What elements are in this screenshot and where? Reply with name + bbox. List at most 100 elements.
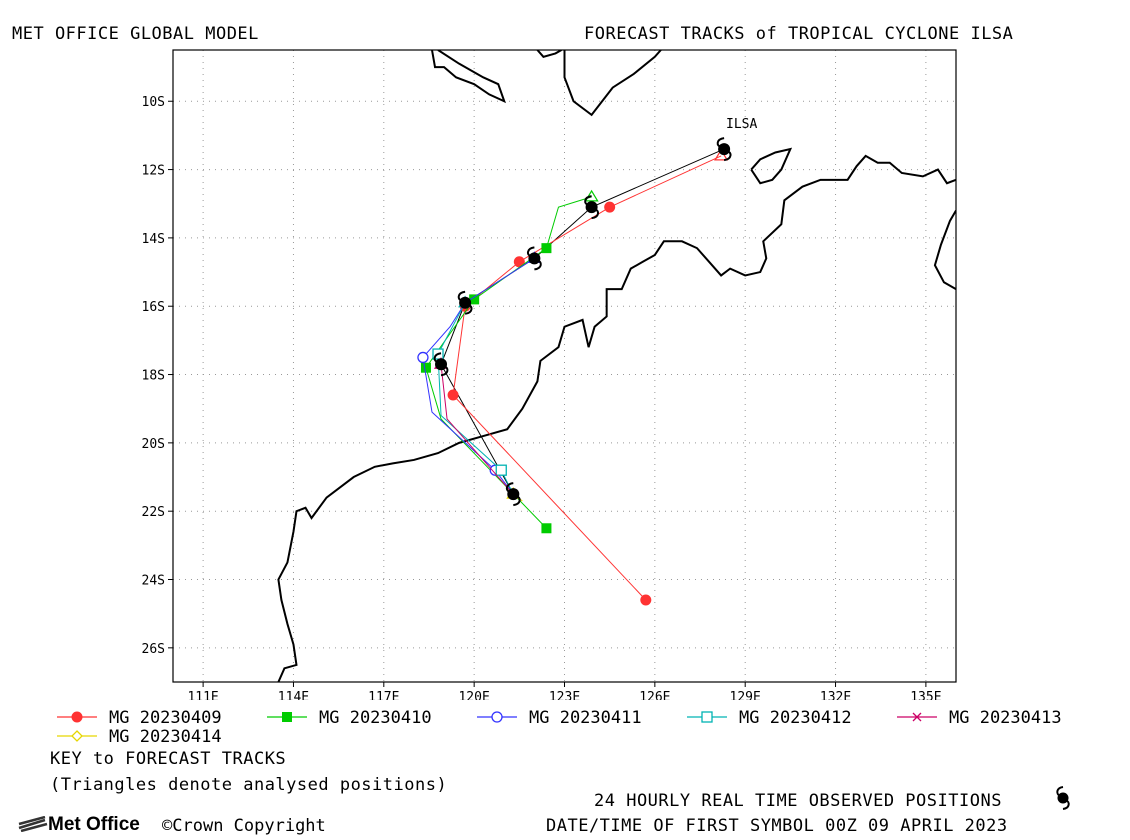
legend-marker <box>71 730 83 742</box>
series-line <box>425 196 592 529</box>
storm-label: ILSA <box>726 117 757 132</box>
legend-marker <box>282 712 292 722</box>
cyclone-eye <box>718 143 731 156</box>
x-tick-label: 123E <box>549 690 580 700</box>
y-tick-label: 10S <box>142 95 165 110</box>
coastline-segment <box>750 147 793 185</box>
cyclone-arm <box>464 303 473 315</box>
met-office-logo-text: Met Office <box>48 814 140 835</box>
analysed-position-marker <box>584 189 599 202</box>
legend-marker <box>701 711 713 723</box>
x-tick-label: 114E <box>278 690 309 700</box>
y-tick-label: 16S <box>142 300 165 315</box>
cyclone-eye <box>435 358 448 371</box>
coastline <box>277 50 956 682</box>
plot-frame <box>172 49 957 683</box>
forecast-point-marker <box>420 362 431 373</box>
cyclone-arm <box>591 208 599 220</box>
observed-position-marker <box>527 246 542 271</box>
legend-swatch <box>57 730 97 742</box>
met-office-logo-icon <box>18 815 48 833</box>
x-tick-label: 129E <box>730 690 761 700</box>
copyright-icon: © <box>162 816 173 836</box>
cyclone-eye <box>507 488 520 501</box>
series-line <box>452 155 722 601</box>
legend-item: MG 20230414 <box>55 727 222 747</box>
forecast-point-marker <box>604 201 616 213</box>
y-tick-label: 24S <box>142 574 165 589</box>
model-title: MET OFFICE GLOBAL MODEL <box>12 24 259 44</box>
series-3 <box>432 295 514 495</box>
y-tick-label: 26S <box>142 642 165 657</box>
legend-label: MG 20230413 <box>949 708 1062 728</box>
legend-swatch <box>897 712 937 722</box>
coastline-segment <box>933 210 956 291</box>
grid-lines <box>173 50 956 682</box>
observed-position-marker <box>457 290 473 315</box>
cyclone-eye <box>528 252 541 265</box>
legend-item: MG 20230409 <box>55 708 222 728</box>
cyclone-arm <box>723 150 732 162</box>
x-tick-label: 117E <box>368 690 399 700</box>
forecast-point-marker <box>541 523 552 534</box>
legend-item: MG 20230412 <box>685 708 852 728</box>
legend-marker <box>912 712 922 722</box>
cyclone-arm <box>534 259 542 271</box>
observed-position-marker <box>505 482 521 507</box>
x-tick-label: 120E <box>458 690 489 700</box>
cyclone-eye <box>585 201 598 214</box>
y-tick-label: 14S <box>142 232 165 247</box>
cyclone-eye <box>459 296 472 309</box>
series-line <box>437 302 514 495</box>
forecast-point-marker <box>640 594 652 606</box>
key-title: KEY to FORECAST TRACKS <box>50 749 287 769</box>
legend-marker <box>71 711 83 723</box>
x-tick-label: 111E <box>187 690 218 700</box>
observed-position-marker <box>716 137 732 162</box>
legend-swatch <box>267 712 307 722</box>
legend-label: MG 20230410 <box>319 708 432 728</box>
axis-ticks: 111E 114E 117E 120E 123E 126E 129E 132E 135E 10S 1… <box>142 95 942 700</box>
forecast-point-marker <box>469 294 480 305</box>
forecast-point-marker <box>495 464 507 476</box>
x-tick-label: 132E <box>820 690 851 700</box>
legend-label: MG 20230414 <box>109 727 222 747</box>
legend-swatch <box>687 711 727 723</box>
forecast-tracks <box>417 148 729 606</box>
legend-marker <box>491 711 503 723</box>
legend-swatch <box>57 711 97 723</box>
legend-label: MG 20230412 <box>739 708 852 728</box>
forecast-point-marker <box>417 351 429 364</box>
series-1 <box>420 189 599 534</box>
observed-position-marker <box>433 352 449 377</box>
first-symbol-datetime: DATE/TIME OF FIRST SYMBOL 00Z 09 APRIL 2… <box>546 816 1008 836</box>
coastline-segment <box>563 50 662 117</box>
observed-position-marker <box>584 195 599 220</box>
legend-label: MG 20230409 <box>109 708 222 728</box>
coastline-segment <box>431 50 506 104</box>
series-line <box>440 364 514 495</box>
copyright: ©Crown Copyright <box>162 816 326 836</box>
observed-positions <box>433 137 732 507</box>
legend-label: MG 20230411 <box>529 708 642 728</box>
y-tick-label: 22S <box>142 505 165 520</box>
legend-item: MG 20230410 <box>265 708 432 728</box>
copyright-text: Crown Copyright <box>172 816 326 836</box>
cyclone-arm <box>513 495 521 507</box>
legend-item: MG 20230413 <box>895 708 1062 728</box>
forecast-point-marker <box>447 389 459 401</box>
coastline-segment <box>277 154 956 682</box>
met-office-logo: Met Office <box>18 814 140 836</box>
cyclone-icon <box>1056 786 1070 810</box>
coastline-segment <box>536 50 562 58</box>
key-note: (Triangles denote analysed positions) <box>50 775 448 795</box>
y-tick-label: 20S <box>142 437 165 452</box>
series-line <box>422 257 535 495</box>
legend-swatch <box>477 711 517 723</box>
y-tick-label: 12S <box>142 164 165 179</box>
forecast-track-map: 111E 114E 117E 120E 123E 126E 129E 132E 135E 10S 1… <box>142 49 957 700</box>
x-tick-label: 135E <box>910 690 941 700</box>
observed-label: 24 HOURLY REAL TIME OBSERVED POSITIONS <box>594 791 1002 811</box>
cyclone-arm <box>440 365 449 377</box>
legend-item: MG 20230411 <box>475 708 642 728</box>
